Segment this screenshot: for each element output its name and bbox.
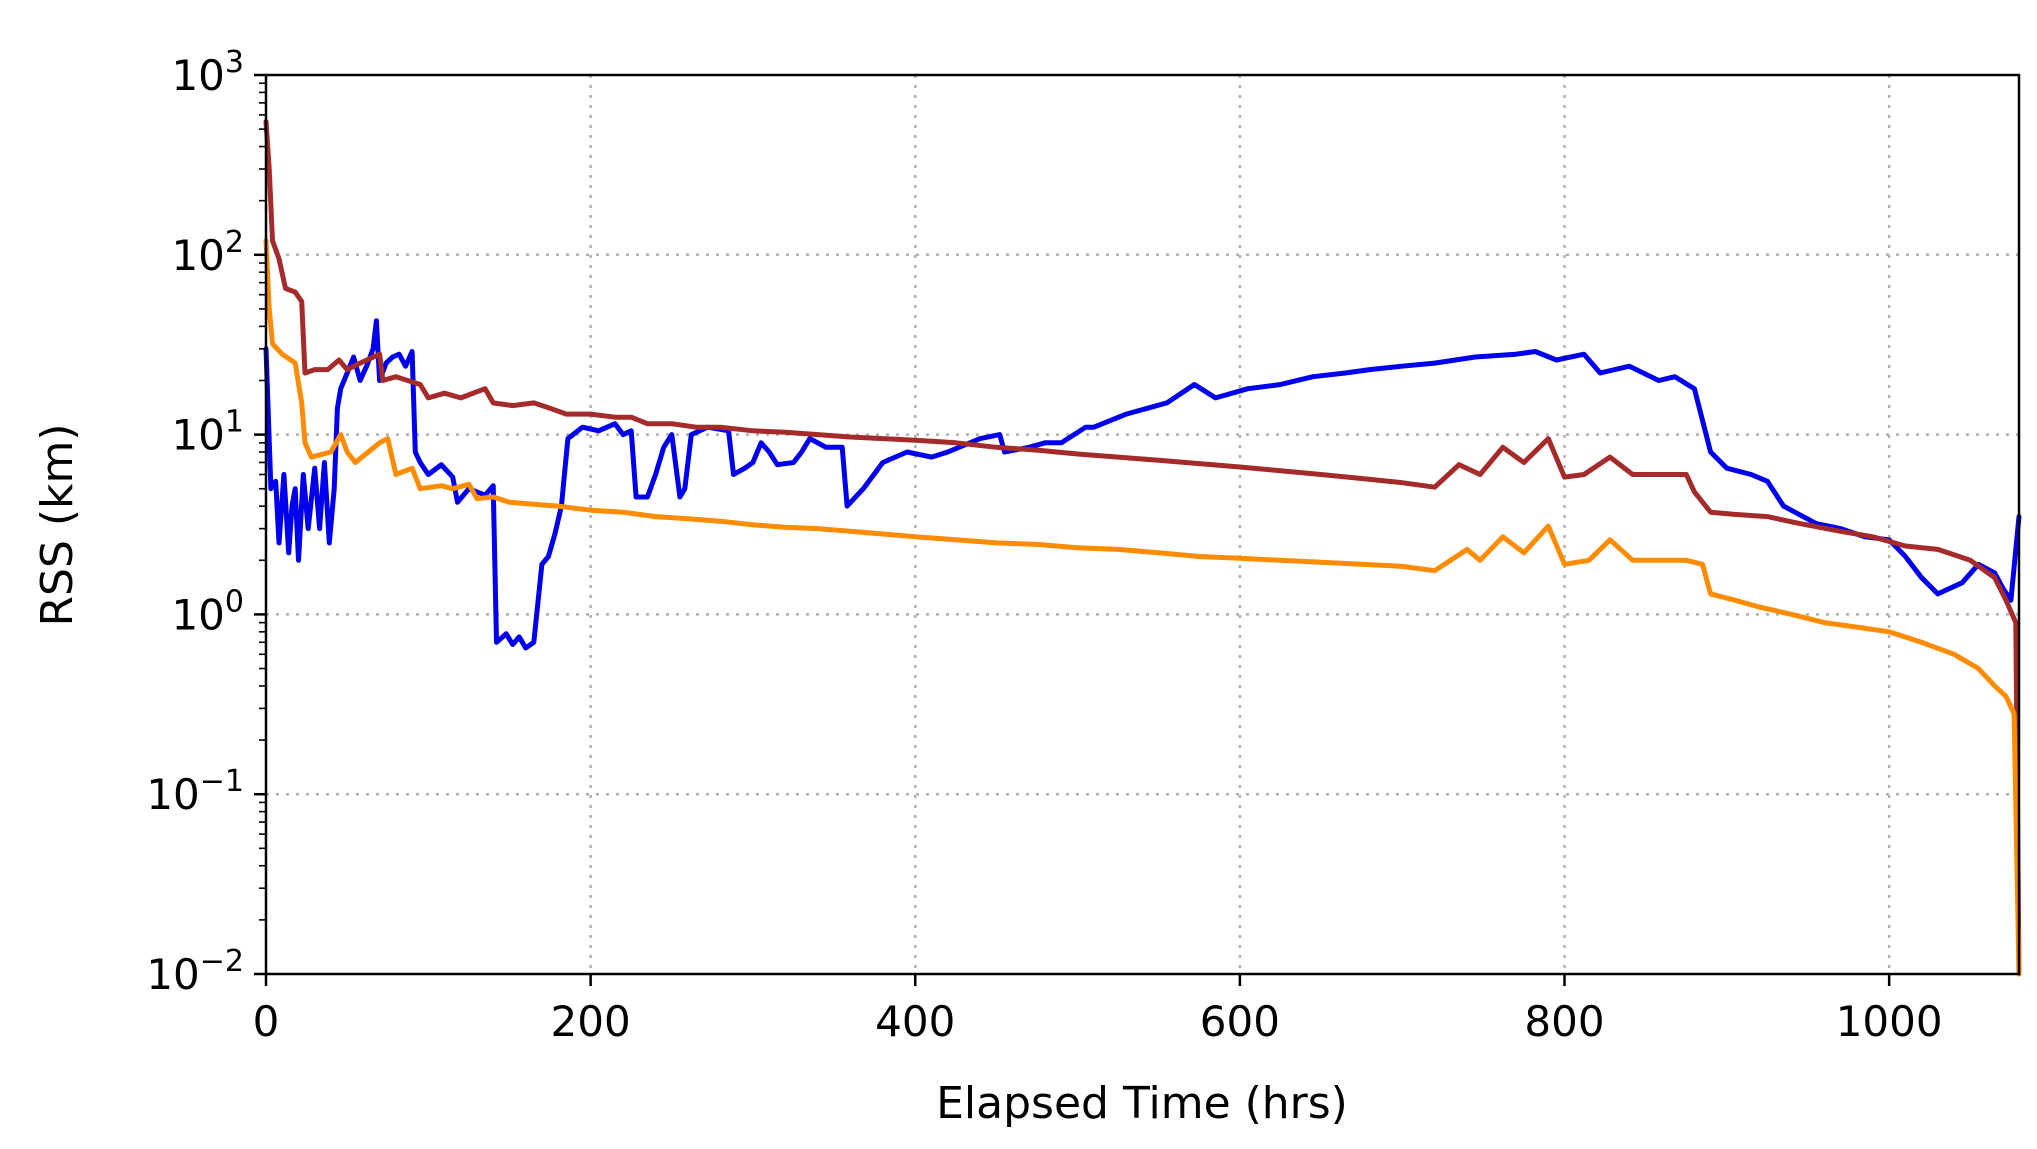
plot-frame	[264, 73, 2021, 976]
y-tick-label: 101	[171, 405, 244, 460]
series-line-2	[263, 119, 2022, 977]
series-line-3	[263, 238, 2022, 977]
x-axis-ticks: 0 200 400 600 800 1000	[253, 974, 1943, 1046]
y-tick-label: 10−1	[146, 764, 244, 819]
x-tick-label: 800	[1524, 997, 1604, 1046]
x-tick-label: 0	[253, 997, 280, 1046]
x-axis-label: Elapsed Time (hrs)	[936, 1078, 1348, 1129]
x-tick-label: 200	[551, 997, 631, 1046]
y-axis-ticks: 10−2 10−1 100 101 102 103	[146, 45, 266, 999]
y-tick-label: 100	[171, 584, 244, 639]
y-tick-label: 103	[171, 45, 244, 100]
grid-lines	[266, 75, 2019, 974]
y-tick-label: 10−2	[146, 944, 244, 999]
y-axis-label: RSS (km)	[32, 423, 83, 626]
y-tick-label: 102	[171, 225, 244, 280]
x-tick-label: 600	[1200, 997, 1280, 1046]
y-minor-ticks	[259, 82, 266, 921]
x-tick-label: 1000	[1836, 997, 1943, 1046]
x-tick-label: 400	[875, 997, 955, 1046]
series-lines	[263, 119, 2022, 977]
series-line-1	[263, 318, 2022, 651]
